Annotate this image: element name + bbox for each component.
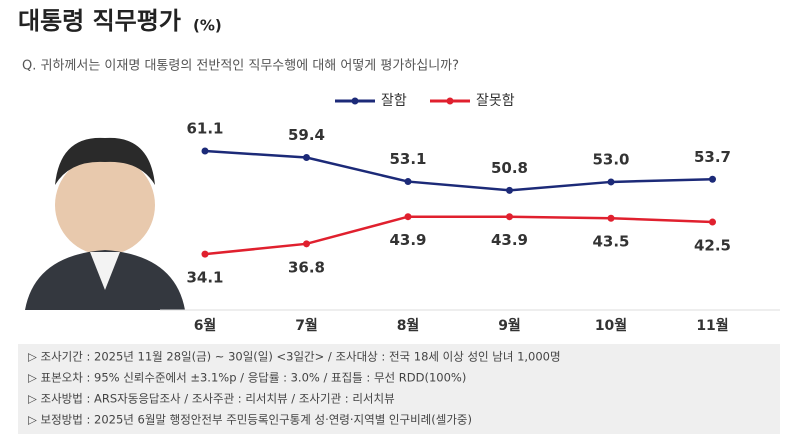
notes-box — [18, 344, 780, 434]
x-tick-label: 11월 — [696, 317, 728, 334]
point — [201, 147, 209, 155]
value-label: 50.8 — [491, 159, 528, 177]
value-label: 53.0 — [592, 150, 629, 168]
subtitle: Q. 귀하께서는 이재명 대통령의 전반적인 직무수행에 대해 어떻게 평가하십… — [22, 58, 459, 74]
legend-dot — [446, 97, 454, 105]
point — [303, 240, 310, 248]
x-tick-label: 8월 — [397, 317, 420, 334]
x-tick-label: 7월 — [295, 317, 318, 334]
note: ▷ 조사방법 : ARS자동응답조사 / 조사주관 : 리서치뷰 / 조사기관 … — [28, 392, 395, 406]
point — [404, 178, 412, 186]
portrait — [25, 137, 185, 310]
note: ▷ 표본오차 : 95% 신뢰수준에서 ±3.1%p / 응답률 : 3.0% … — [28, 371, 466, 385]
point — [404, 213, 412, 221]
point — [201, 250, 209, 258]
chart-title: 대통령 직무평가 — [18, 7, 181, 35]
point — [506, 186, 513, 194]
legend-dot — [351, 97, 359, 105]
value-label: 42.5 — [694, 237, 731, 255]
value-label: 43.5 — [592, 233, 629, 251]
note: ▷ 보정방법 : 2025년 6월말 행정안전부 주민등록인구통계 성·연령·지… — [28, 413, 472, 427]
value-label: 61.1 — [186, 119, 223, 137]
value-label: 36.8 — [288, 258, 325, 276]
legend-label: 잘함 — [381, 93, 407, 109]
value-label: 43.9 — [491, 231, 528, 249]
title-unit: (%) — [193, 17, 222, 35]
series-line — [204, 149, 713, 192]
point — [607, 178, 615, 186]
point — [607, 214, 615, 222]
legend-label: 잘못함 — [476, 93, 515, 109]
note: ▷ 조사기간 : 2025년 11월 28일(금) ~ 30일(일) <3일간>… — [28, 350, 561, 364]
value-label: 53.7 — [694, 148, 731, 166]
value-label: 43.9 — [389, 231, 426, 249]
value-label: 59.4 — [288, 126, 325, 144]
x-tick-label: 9월 — [498, 317, 521, 334]
series-line — [204, 215, 713, 256]
value-label: 53.1 — [389, 150, 426, 168]
x-tick-label: 6월 — [194, 317, 217, 334]
point — [709, 218, 716, 226]
x-tick-label: 10월 — [595, 317, 627, 334]
value-label: 34.1 — [186, 269, 223, 287]
point — [506, 213, 513, 221]
point — [709, 175, 716, 183]
point — [303, 153, 310, 161]
